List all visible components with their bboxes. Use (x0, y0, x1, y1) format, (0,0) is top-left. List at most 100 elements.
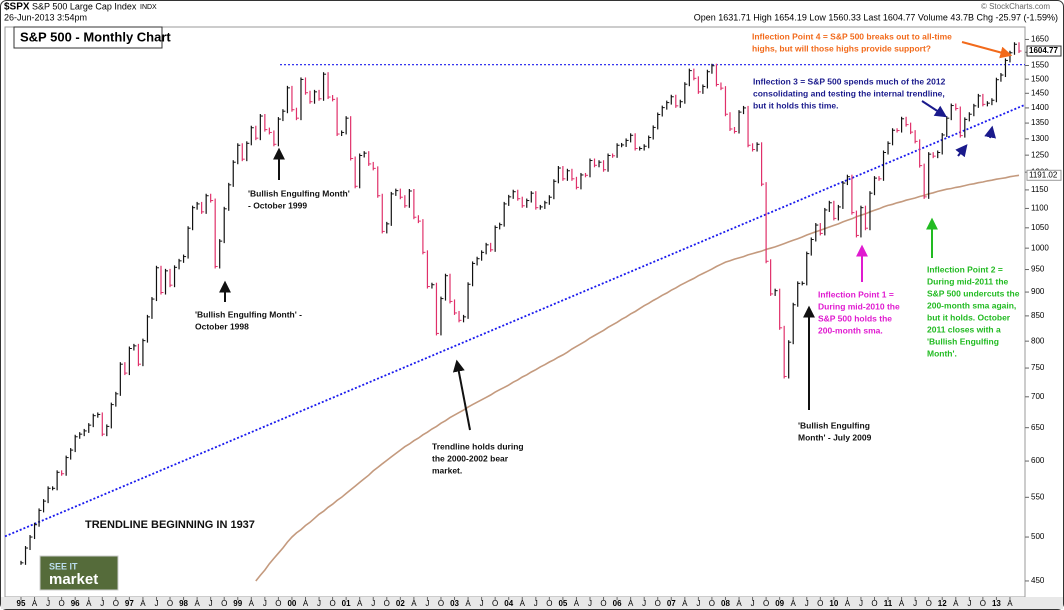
x-tick-label: O (384, 599, 390, 608)
x-tick-label: O (275, 599, 281, 608)
y-tick-label: 1550 (1031, 61, 1049, 70)
x-tick-label: 09 (775, 599, 784, 608)
x-tick-label: J (46, 599, 50, 608)
y-tick-label: 750 (1031, 363, 1045, 372)
x-tick-label: O (438, 599, 444, 608)
x-tick-label: 99 (233, 599, 242, 608)
trendline (4, 103, 1026, 538)
x-tick-label: A (574, 599, 580, 608)
x-tick-label: 05 (558, 599, 567, 608)
x-tick-label: A (520, 599, 526, 608)
annotation: S&P 500 holds the (818, 313, 892, 323)
arrow (955, 144, 968, 158)
y-tick-label: 650 (1031, 423, 1045, 432)
x-tick-label: A (845, 599, 851, 608)
x-tick-label: J (859, 599, 863, 608)
annotation: 2011 closes with a (927, 324, 1001, 334)
x-tick-label: J (534, 599, 538, 608)
y-tick-label: 500 (1031, 532, 1045, 541)
x-tick-label: A (899, 599, 905, 608)
x-tick-label: A (682, 599, 688, 608)
y-tick-label: 1450 (1031, 88, 1049, 97)
x-tick-label: 04 (504, 599, 513, 608)
x-tick-label: O (492, 599, 498, 608)
x-tick-label: A (1007, 599, 1013, 608)
x-tick-label: J (209, 599, 213, 608)
annotation: S&P 500 undercuts the (927, 288, 1020, 298)
annotation: Trendline holds during (432, 441, 524, 451)
y-tick-label: 1250 (1031, 150, 1049, 159)
x-tick-label: 06 (613, 599, 622, 608)
x-tick-label: 03 (450, 599, 459, 608)
x-tick-label: A (194, 599, 200, 608)
x-tick-label: J (371, 599, 375, 608)
x-tick-label: O (709, 599, 715, 608)
x-tick-label: 97 (125, 599, 134, 608)
x-tick-label: J (642, 599, 646, 608)
y-tick-label: 550 (1031, 492, 1045, 501)
logo-bottom: market (49, 571, 98, 588)
x-tick-label: 98 (179, 599, 188, 608)
annotation: During mid-2010 the (818, 301, 900, 311)
annotation: the 2000-2002 bear (432, 453, 509, 463)
y-tick-label: 1150 (1031, 185, 1049, 194)
x-tick-label: 00 (287, 599, 296, 608)
annotation: TRENDLINE BEGINNING IN 1937 (85, 519, 255, 531)
x-tick-label: J (154, 599, 158, 608)
x-tick-label: 13 (992, 599, 1001, 608)
y-tick-label: 700 (1031, 392, 1045, 401)
x-tick-label: O (329, 599, 335, 608)
last-label: 1604.77 (1029, 46, 1058, 55)
x-tick-label: J (425, 599, 429, 608)
logo (39, 555, 119, 591)
arrow (921, 100, 948, 118)
x-tick-label: A (32, 599, 38, 608)
x-tick-label: J (805, 599, 809, 608)
annotation: but it holds. October (927, 312, 1011, 322)
date: 26-Jun-2013 3:54pm (4, 12, 87, 22)
logo-top: SEE IT (49, 561, 78, 571)
x-tick-label: J (913, 599, 917, 608)
x-tick-label: J (588, 599, 592, 608)
annotation: October 1998 (195, 321, 249, 331)
x-tick-label: O (763, 599, 769, 608)
annotation: Inflection Point 1 = (818, 289, 894, 299)
index-name: S&P 500 Large Cap Index (32, 1, 137, 11)
x-axis-band (1, 597, 1063, 609)
y-tick-label: 1500 (1031, 74, 1049, 83)
x-tick-label: O (546, 599, 552, 608)
annotation: Month'. (927, 348, 957, 358)
annotation: 'Bullish Engulfing Month' (248, 188, 350, 198)
arrow (984, 125, 997, 139)
x-tick-label: J (696, 599, 700, 608)
quote: Open 1631.71 High 1654.19 Low 1560.33 La… (694, 12, 1058, 22)
x-tick-label: O (655, 599, 661, 608)
y-tick-label: 850 (1031, 311, 1045, 320)
y-tick-label: 950 (1031, 265, 1045, 274)
y-tick-label: 1400 (1031, 103, 1049, 112)
x-tick-label: A (953, 599, 959, 608)
x-tick-label: A (303, 599, 309, 608)
marks: 4505005506006507007508008509009501000105… (4, 31, 1062, 608)
sma-label-box (1026, 169, 1062, 181)
last-label-box (1026, 45, 1062, 57)
x-tick-label: O (980, 599, 986, 608)
x-tick-label: J (480, 599, 484, 608)
title-box (13, 26, 163, 49)
symbol: $SPX (4, 2, 30, 13)
x-tick-label: O (113, 599, 119, 608)
x-tick-label: 12 (938, 599, 947, 608)
y-tick-label: 800 (1031, 336, 1045, 345)
annotation: 200-month sma. (818, 325, 883, 335)
x-tick-label: O (926, 599, 932, 608)
x-tick-label: J (263, 599, 267, 608)
annotation: Inflection 3 = S&P 500 spends much of th… (753, 76, 946, 86)
y-tick-label: 1300 (1031, 134, 1049, 143)
chart-title: S&P 500 - Monthly Chart (20, 29, 171, 44)
credit: © StockCharts.com (981, 2, 1050, 11)
y-tick-label: 1000 (1031, 243, 1049, 252)
x-tick-label: O (817, 599, 823, 608)
x-tick-label: 96 (71, 599, 80, 608)
y-tick-label: 1100 (1031, 204, 1049, 213)
